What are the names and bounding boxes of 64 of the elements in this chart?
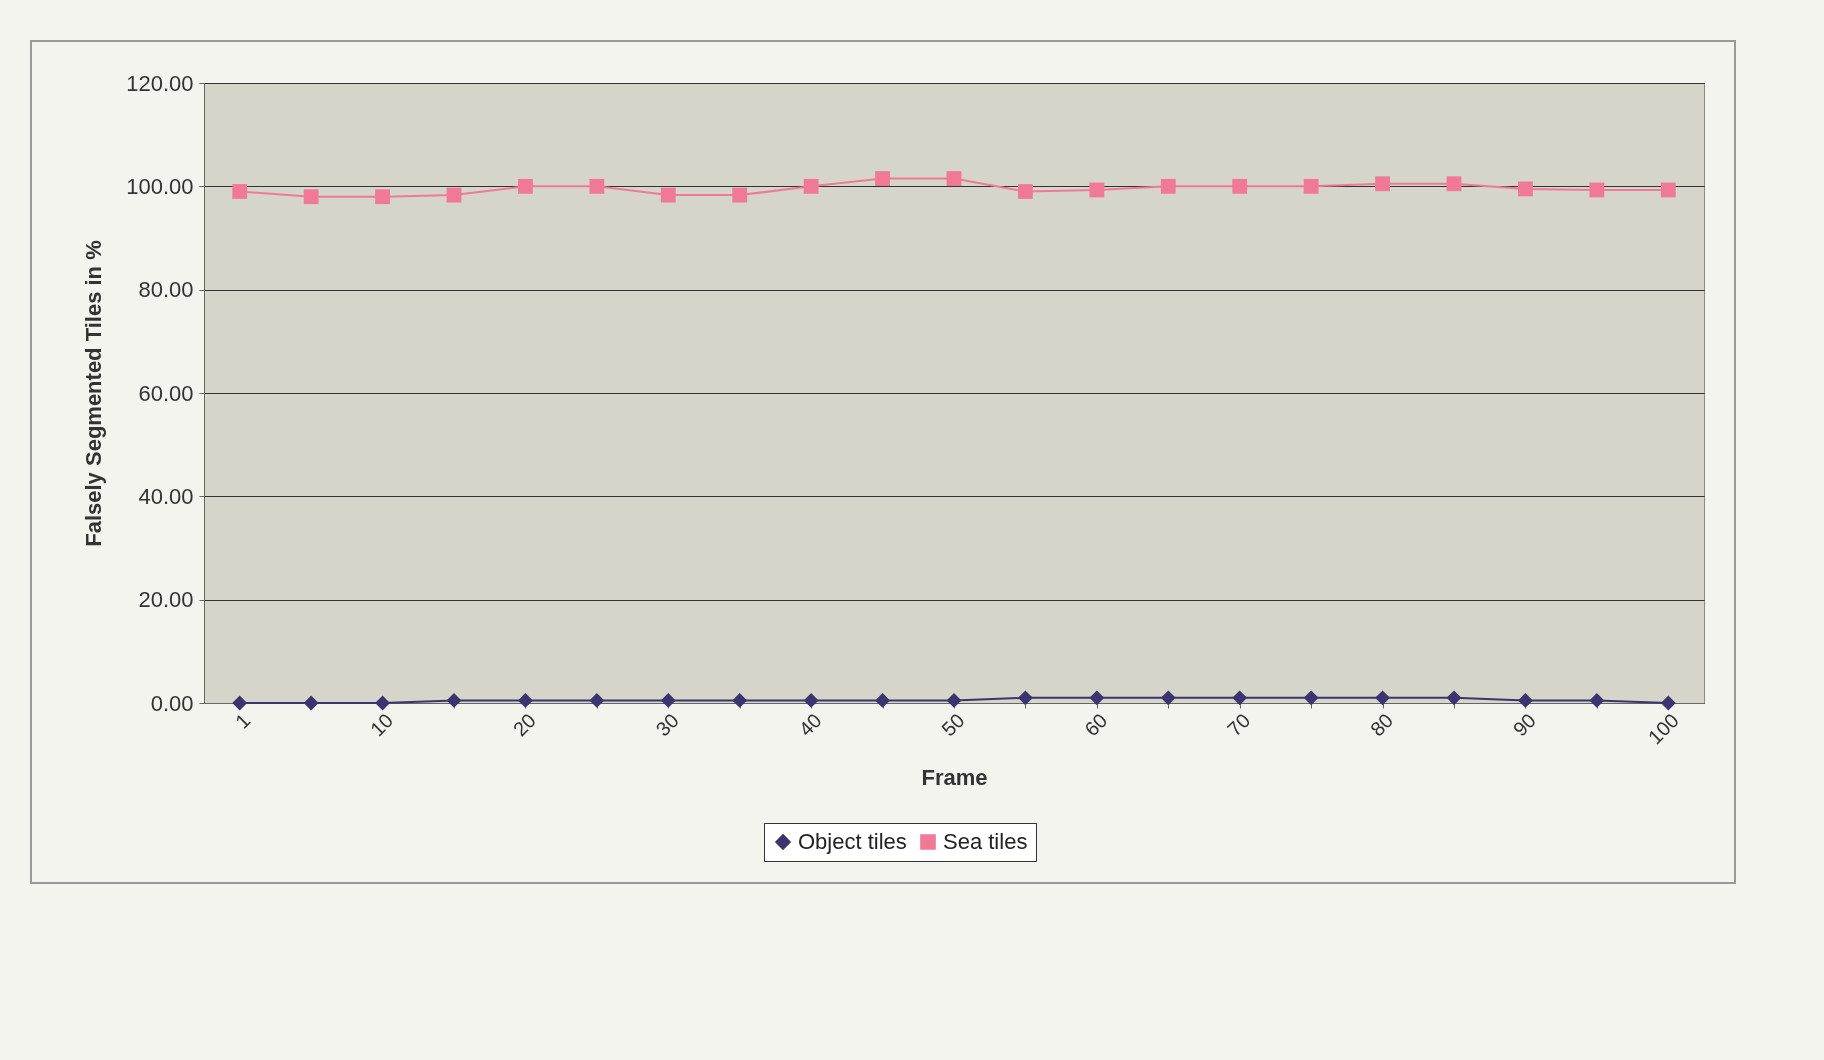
point bbox=[589, 693, 605, 708]
legend-label: Object tiles bbox=[798, 829, 907, 854]
x-tick-label: 60 bbox=[1080, 709, 1112, 741]
x-tick-label: 1 bbox=[230, 709, 255, 733]
point bbox=[1018, 690, 1033, 706]
x-tick-label: 20 bbox=[508, 709, 541, 741]
point bbox=[946, 693, 962, 708]
point bbox=[1375, 690, 1390, 706]
x-tick-label: 80 bbox=[1365, 709, 1398, 741]
point bbox=[1232, 178, 1248, 194]
point bbox=[1303, 690, 1319, 706]
x-tick-label: 10 bbox=[365, 709, 398, 741]
point bbox=[518, 178, 533, 194]
point bbox=[303, 189, 319, 205]
point bbox=[1518, 693, 1533, 708]
point bbox=[660, 187, 676, 203]
x-tick-label: 70 bbox=[1223, 709, 1255, 741]
point bbox=[1660, 182, 1676, 198]
x-tick-label: 90 bbox=[1508, 709, 1541, 741]
point bbox=[1089, 182, 1105, 198]
y-tick-label: 80.00 bbox=[138, 277, 194, 303]
y-axis-title: Falsely Segmented Tiles in % bbox=[81, 240, 107, 547]
x-tick-label: 50 bbox=[937, 709, 969, 741]
y-tick-label: 100.00 bbox=[126, 173, 194, 199]
point bbox=[1446, 690, 1462, 706]
x-tick-label: 100 bbox=[1643, 709, 1683, 749]
x-tick-label: 40 bbox=[794, 709, 826, 741]
point bbox=[232, 695, 248, 711]
point bbox=[732, 187, 748, 203]
point bbox=[1160, 178, 1176, 194]
point bbox=[1589, 693, 1605, 708]
point bbox=[1660, 695, 1676, 711]
point bbox=[446, 187, 462, 203]
point bbox=[946, 171, 962, 186]
point bbox=[375, 695, 390, 711]
point bbox=[1232, 690, 1248, 706]
point bbox=[303, 695, 319, 711]
y-tick-label: 60.00 bbox=[138, 380, 194, 406]
point bbox=[1518, 181, 1533, 197]
point bbox=[1375, 176, 1390, 192]
point bbox=[660, 693, 676, 708]
point bbox=[1160, 690, 1176, 706]
point bbox=[1089, 690, 1105, 706]
y-tick-label: 120.00 bbox=[126, 70, 194, 96]
point bbox=[803, 693, 819, 708]
x-tick-label: 30 bbox=[651, 709, 683, 741]
point bbox=[375, 189, 390, 205]
point bbox=[1589, 182, 1605, 198]
point bbox=[518, 693, 533, 708]
x-axis-title: Frame bbox=[921, 765, 988, 791]
point bbox=[446, 693, 462, 708]
legend-label: Sea tiles bbox=[943, 829, 1028, 854]
point bbox=[732, 693, 748, 708]
point bbox=[1018, 184, 1033, 199]
point bbox=[875, 171, 890, 186]
point bbox=[1446, 176, 1462, 192]
y-tick-label: 20.00 bbox=[138, 587, 194, 613]
point bbox=[875, 693, 890, 708]
point bbox=[589, 178, 605, 194]
point bbox=[1303, 178, 1319, 194]
point bbox=[232, 184, 248, 199]
y-tick-label: 40.00 bbox=[138, 483, 194, 509]
point bbox=[803, 178, 819, 194]
y-tick-label: 0.00 bbox=[150, 690, 194, 716]
